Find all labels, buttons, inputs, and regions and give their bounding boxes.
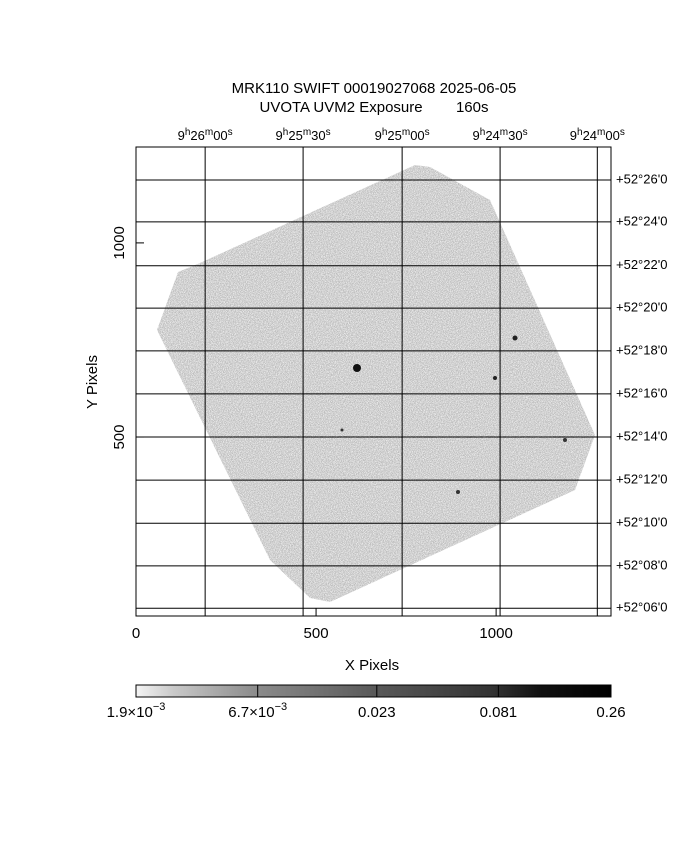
ra-tick-label: 9h24m00s — [570, 127, 625, 144]
colorbar-tick-label: 1.9×10−3 — [107, 701, 166, 721]
dec-tick-label: +52°18'0 — [616, 342, 667, 357]
x-tick-label: 1000 — [479, 625, 512, 642]
source — [563, 438, 567, 442]
y-tick-label: 500 — [111, 425, 128, 450]
source — [340, 428, 344, 432]
source — [456, 490, 460, 494]
ra-tick-label: 9h25m30s — [276, 127, 331, 144]
dec-tick-label: +52°16'0 — [616, 385, 667, 400]
dec-tick-label: +52°08'0 — [616, 557, 667, 572]
source — [493, 376, 497, 380]
chart-subtitle: UVOTA UVM2 Exposure 160s — [260, 99, 489, 116]
colorbar-tick-label: 6.7×10−3 — [228, 701, 287, 721]
x-tick-label: 500 — [304, 625, 329, 642]
ra-tick-label: 9h25m00s — [375, 127, 430, 144]
ra-tick-label: 9h24m30s — [473, 127, 528, 144]
dec-tick-label: +52°14'0 — [616, 428, 667, 443]
ra-tick-label: 9h26m00s — [178, 127, 233, 144]
source — [353, 364, 361, 372]
dec-tick-label: +52°22'0 — [616, 257, 667, 272]
dec-tick-label: +52°12'0 — [616, 472, 667, 487]
dec-tick-label: +52°26'0 — [616, 171, 667, 186]
colorbar — [135, 684, 612, 698]
x-tick-label: 0 — [132, 625, 140, 642]
exposure-image — [157, 165, 595, 602]
chart-title: MRK110 SWIFT 00019027068 2025-06-05 — [232, 80, 517, 97]
x-axis-label: X Pixels — [345, 657, 399, 674]
y-tick-label: 1000 — [111, 226, 128, 259]
colorbar-tick-label: 0.023 — [358, 704, 396, 721]
colorbar-tick-label: 0.081 — [480, 704, 518, 721]
plot-frame — [135, 146, 612, 617]
colorbar-tick-label: 0.26 — [596, 704, 625, 721]
image-footprint — [157, 165, 595, 602]
dec-tick-label: +52°20'0 — [616, 300, 667, 315]
dec-tick-label: +52°24'0 — [616, 213, 667, 228]
dec-tick-label: +52°06'0 — [616, 600, 667, 615]
dec-tick-label: +52°10'0 — [616, 515, 667, 530]
y-axis-label: Y Pixels — [84, 355, 101, 409]
source — [512, 335, 518, 341]
